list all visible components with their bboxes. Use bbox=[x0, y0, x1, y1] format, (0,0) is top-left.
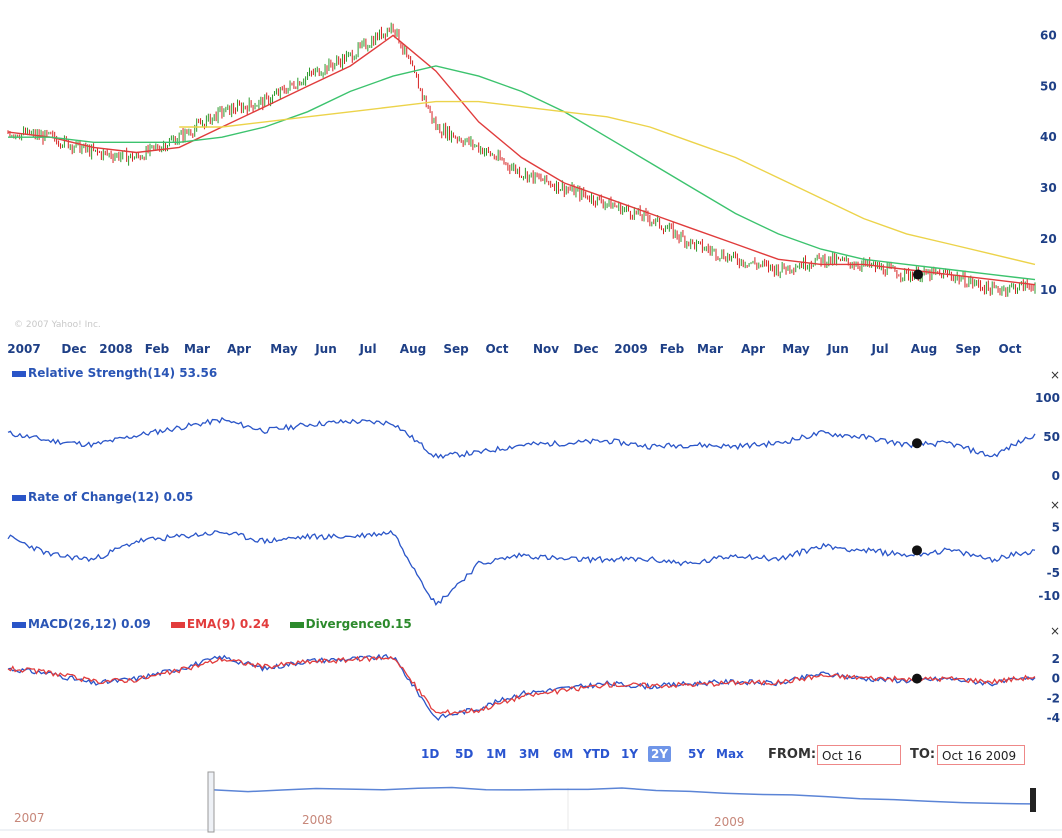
roc-label: Rate of Change(12) 0.05 bbox=[28, 490, 194, 504]
x-tick-label: 2007 bbox=[7, 342, 40, 356]
indicator-line bbox=[7, 529, 1036, 607]
x-tick-label: 2009 bbox=[614, 342, 647, 356]
macd-chart: 2 0 -2 -4 bbox=[7, 652, 1060, 725]
y-tick-label: -5 bbox=[1047, 566, 1060, 580]
moving-average-line bbox=[179, 100, 1036, 266]
navigator-line bbox=[213, 786, 1031, 805]
x-tick-label: Aug bbox=[911, 342, 937, 356]
rsi-swatch bbox=[12, 370, 26, 377]
moving-average-line bbox=[8, 65, 1036, 281]
ema-label: EMA(9) 0.24 bbox=[186, 617, 270, 631]
x-tick-label: Aug bbox=[400, 342, 426, 356]
y-tick-label: 40 bbox=[1040, 130, 1057, 144]
x-tick-label: Mar bbox=[697, 342, 723, 356]
to-date-input[interactable]: Oct 16 2009 bbox=[937, 745, 1025, 765]
ema-swatch bbox=[170, 621, 185, 628]
y-tick-label: 20 bbox=[1040, 232, 1057, 246]
x-tick-label: Jun bbox=[826, 342, 849, 356]
y-tick-label: 50 bbox=[1040, 79, 1057, 93]
y-tick-label: 60 bbox=[1040, 28, 1057, 42]
roc-swatch bbox=[12, 494, 26, 501]
range-button-5d[interactable]: 5D bbox=[455, 747, 474, 761]
y-tick-label: 0 bbox=[1052, 672, 1060, 686]
rsi-close-icon[interactable]: × bbox=[1050, 368, 1061, 382]
x-tick-label: May bbox=[270, 342, 298, 356]
x-tick-label: Apr bbox=[227, 342, 251, 356]
y-tick-label: 10 bbox=[1040, 283, 1057, 297]
event-marker[interactable] bbox=[912, 545, 922, 556]
range-button-3m[interactable]: 3M bbox=[519, 747, 540, 761]
range-button-ytd[interactable]: YTD bbox=[583, 747, 610, 761]
macd-label: MACD(26,12) 0.09 bbox=[28, 617, 151, 631]
x-tick-label: Oct bbox=[998, 342, 1021, 356]
indicator-line bbox=[7, 416, 1036, 459]
y-tick-label: 0 bbox=[1052, 469, 1060, 483]
range-button-5y[interactable]: 5Y bbox=[688, 747, 706, 761]
y-tick-label: 100 bbox=[1035, 391, 1060, 405]
y-tick-label: 2 bbox=[1052, 652, 1060, 666]
range-button-1y[interactable]: 1Y bbox=[621, 747, 639, 761]
moving-average-line bbox=[7, 34, 1036, 286]
macd-swatch bbox=[12, 621, 26, 628]
x-tick-label: Nov bbox=[533, 342, 559, 356]
macd-legend: MACD(26,12) 0.09 EMA(9) 0.24 Divergence0… bbox=[12, 617, 412, 631]
x-tick-label: Jun bbox=[314, 342, 337, 356]
from-label: FROM: bbox=[768, 747, 817, 762]
x-tick-label: Jul bbox=[358, 342, 376, 356]
x-tick-label: 2008 bbox=[99, 342, 132, 356]
x-tick-label: Feb bbox=[145, 342, 170, 356]
navigator-right-handle[interactable] bbox=[1030, 788, 1036, 812]
x-tick-label: Jul bbox=[870, 342, 888, 356]
rsi-chart: 100 50 0 bbox=[7, 391, 1060, 483]
y-tick-label: 50 bbox=[1043, 430, 1060, 444]
price-chart: 60 50 40 30 20 10 2007 Dec 2008 Feb Mar Apr May Jun J… bbox=[7, 22, 1057, 356]
y-tick-label: 30 bbox=[1040, 181, 1057, 195]
indicator-line bbox=[7, 653, 1036, 722]
y-tick-label: 0 bbox=[1052, 543, 1060, 557]
to-label: TO: bbox=[910, 747, 936, 762]
x-tick-label: Dec bbox=[573, 342, 598, 356]
roc-legend: Rate of Change(12) 0.05 bbox=[12, 490, 193, 504]
watermark: © 2007 Yahoo! Inc. bbox=[14, 320, 101, 330]
roc-close-icon[interactable]: × bbox=[1050, 498, 1061, 512]
x-tick-label: Apr bbox=[741, 342, 765, 356]
range-button-2y[interactable]: 2Y bbox=[648, 746, 672, 762]
event-marker[interactable] bbox=[912, 438, 922, 449]
range-button-1d[interactable]: 1D bbox=[421, 747, 440, 761]
from-date-input[interactable]: Oct 16 2007 bbox=[817, 745, 901, 783]
navigator-left-handle[interactable] bbox=[207, 771, 215, 833]
x-tick-label: Sep bbox=[955, 342, 981, 356]
y-tick-label: -10 bbox=[1038, 589, 1060, 603]
x-tick-label: Mar bbox=[184, 342, 210, 356]
navigator[interactable]: 2007 2008 2009 bbox=[0, 768, 1062, 838]
rsi-label: Relative Strength(14) 53.56 bbox=[28, 366, 218, 380]
x-tick-label: Oct bbox=[485, 342, 508, 356]
divergence-label: Divergence0.15 bbox=[305, 617, 412, 631]
event-marker[interactable] bbox=[913, 269, 923, 280]
x-tick-label: May bbox=[782, 342, 810, 356]
x-tick-label: Feb bbox=[660, 342, 685, 356]
divergence-swatch bbox=[289, 621, 304, 628]
roc-chart: 5 0 -5 -10 bbox=[7, 521, 1060, 607]
navigator-label: 2009 bbox=[714, 815, 745, 829]
range-button-6m[interactable]: 6M bbox=[553, 747, 574, 761]
y-tick-label: -2 bbox=[1047, 691, 1060, 705]
macd-close-icon[interactable]: × bbox=[1050, 624, 1061, 638]
y-tick-label: -4 bbox=[1047, 711, 1060, 725]
x-tick-label: Sep bbox=[443, 342, 469, 356]
range-button-max[interactable]: Max bbox=[716, 747, 744, 761]
y-tick-label: 5 bbox=[1052, 521, 1060, 535]
range-button-1m[interactable]: 1M bbox=[486, 747, 507, 761]
rsi-legend: Relative Strength(14) 53.56 bbox=[12, 366, 217, 380]
x-tick-label: Dec bbox=[61, 342, 86, 356]
navigator-label: 2008 bbox=[302, 813, 333, 827]
navigator-label: 2007 bbox=[14, 811, 45, 825]
indicator-line bbox=[7, 655, 1036, 716]
event-marker[interactable] bbox=[912, 673, 922, 684]
navigator-background bbox=[0, 768, 1062, 838]
